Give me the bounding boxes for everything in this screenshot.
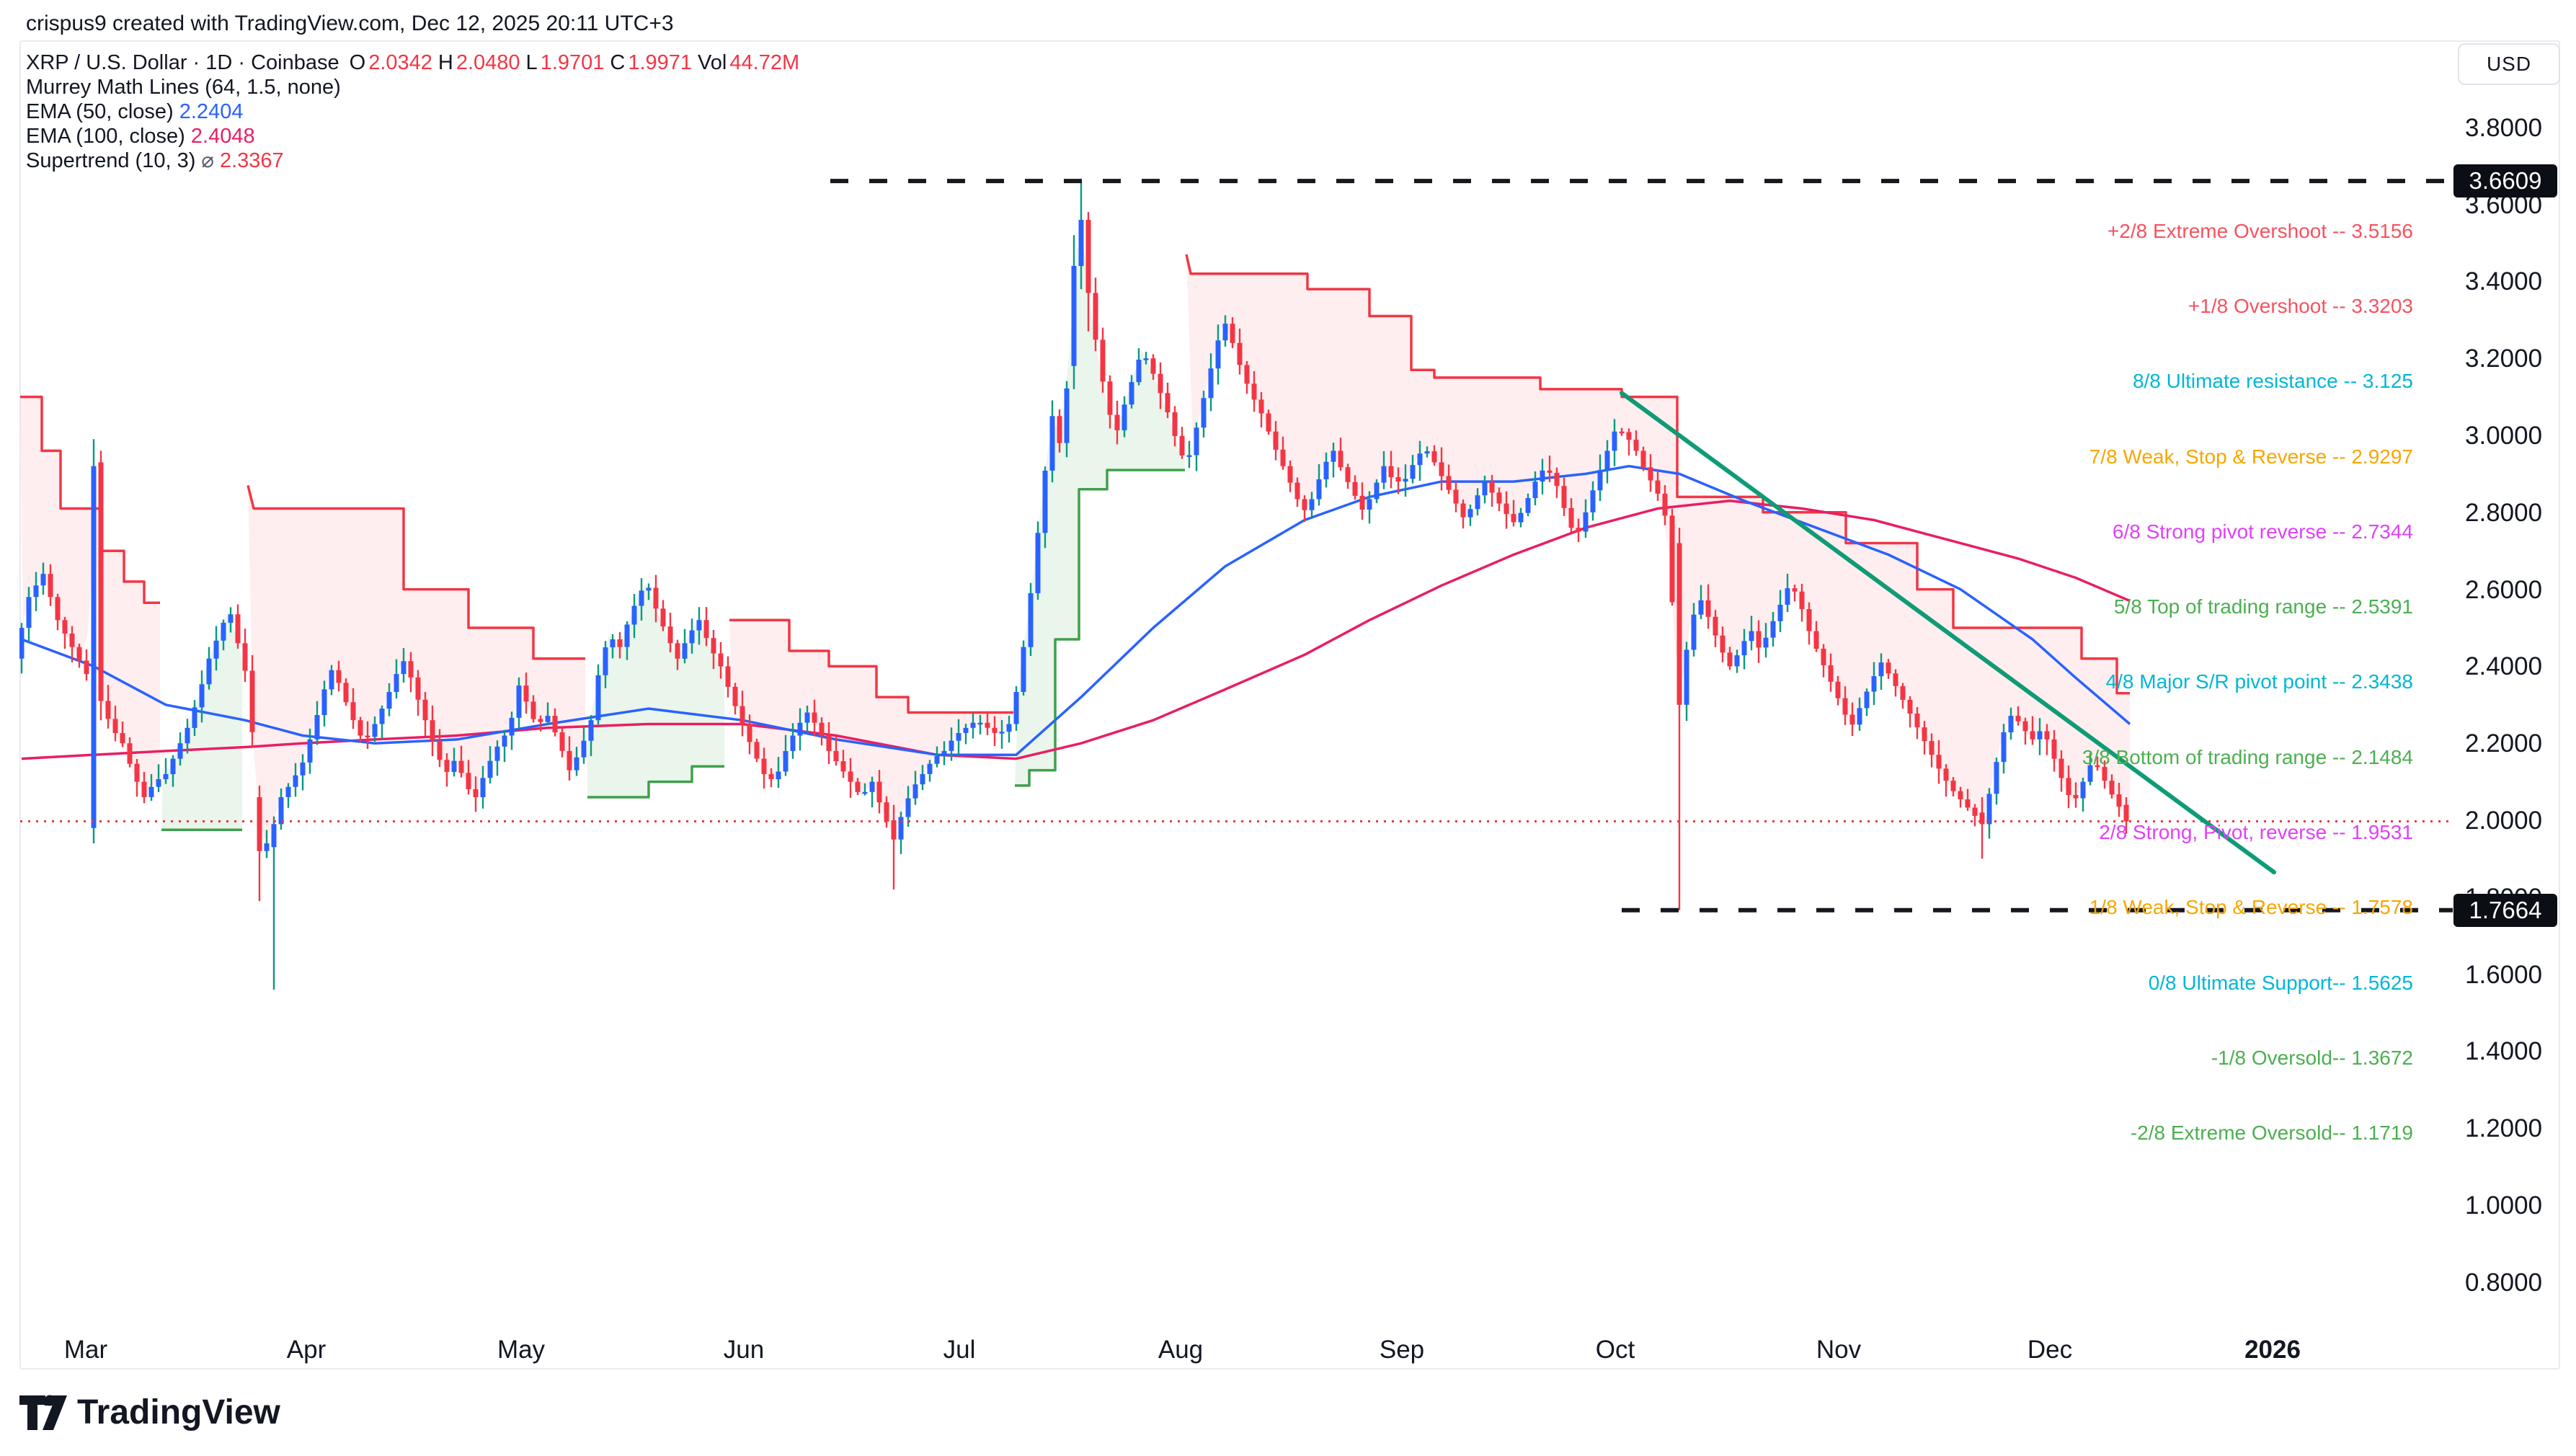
- supertrend-line-bear: [729, 618, 1013, 714]
- ohlc-item: O 2.0342: [349, 51, 432, 74]
- time-tick-label: Nov: [1816, 1336, 1862, 1364]
- time-tick-label: Jun: [723, 1336, 765, 1364]
- price-tick-label: 2.0000: [2465, 807, 2543, 835]
- price-tick-label: 1.4000: [2465, 1037, 2543, 1066]
- time-tick-label: Oct: [1595, 1336, 1635, 1364]
- indicator-name: Supertrend (10, 3): [26, 149, 196, 172]
- supertrend-line-bull: [1015, 469, 1185, 787]
- ohlc-item: L 1.9701: [525, 51, 605, 74]
- plot-layers: [19, 179, 2453, 990]
- symbol-title-row[interactable]: XRP / U.S. Dollar · 1D · Coinbase O 2.0342…: [26, 50, 805, 75]
- price-tick-label: 3.0000: [2465, 422, 2543, 450]
- time-tick-label: May: [497, 1336, 546, 1364]
- indicator-value: 2.3367: [219, 149, 284, 172]
- murrey-level-label: 6/8 Strong pivot reverse -- 2.7344: [2112, 520, 2413, 543]
- tradingview-logo-text: TradingView: [77, 1393, 280, 1431]
- time-tick-label: Mar: [63, 1336, 108, 1364]
- indicator-prefix-icon: ⌀: [201, 149, 214, 172]
- price-tick-label: 2.2000: [2465, 729, 2543, 758]
- currency-toggle-button[interactable]: USD: [2458, 43, 2560, 85]
- tradingview-logo[interactable]: TradingView: [19, 1393, 280, 1432]
- indicator-row[interactable]: Supertrend (10, 3) ⌀ 2.3367: [26, 148, 805, 173]
- supertrend-fill-bear: [729, 620, 1013, 833]
- murrey-level-label: 1/8 Weak, Stop & Reverse -- 1.7578: [2089, 896, 2413, 919]
- supertrend-fill-bull: [1015, 247, 1185, 786]
- price-tick-label: 1.2000: [2465, 1114, 2543, 1143]
- indicator-name: Murrey Math Lines (64, 1.5, none): [26, 76, 341, 99]
- murrey-level-label: 5/8 Top of trading range -- 2.5391: [2113, 595, 2413, 618]
- murrey-level-label: 0/8 Ultimate Support-- 1.5625: [2148, 971, 2413, 994]
- attribution-text: crispus9 created with TradingView.com, D…: [26, 12, 674, 35]
- price-tick-label: 1.6000: [2465, 960, 2543, 989]
- ohlc-item: C 1.9971: [610, 51, 693, 74]
- price-tick-label: 2.6000: [2465, 575, 2543, 604]
- price-tick-label: 1.0000: [2465, 1191, 2543, 1220]
- supertrend-line-bull: [587, 765, 724, 799]
- murrey-level-label: 3/8 Bottom of trading range -- 2.1484: [2082, 745, 2413, 768]
- time-tick-label: Sep: [1379, 1336, 1425, 1364]
- time-tick-label: Aug: [1158, 1336, 1204, 1364]
- trendline-drawing[interactable]: [1620, 391, 2276, 875]
- supertrend-fill-bear: [248, 485, 585, 840]
- indicator-row[interactable]: Murrey Math Lines (64, 1.5, none): [26, 75, 805, 99]
- indicator-row[interactable]: EMA (50, close) 2.2404: [26, 99, 805, 124]
- ohlc-item: H 2.0480: [438, 51, 520, 74]
- time-tick-label: Apr: [286, 1336, 327, 1364]
- murrey-level-label: +2/8 Extreme Overshoot -- 3.5156: [2107, 219, 2413, 242]
- candles: [19, 181, 2129, 990]
- ema50-line: [21, 464, 2131, 756]
- ohlc-item: Vol 44.72M: [698, 51, 800, 74]
- price-tick-label: 2.4000: [2465, 652, 2543, 681]
- murrey-level-label: -2/8 Extreme Oversold-- 1.1719: [2130, 1122, 2413, 1145]
- supertrend-fill-bear: [1186, 254, 2130, 820]
- time-tick-label: Dec: [2027, 1336, 2073, 1364]
- murrey-level-label: 2/8 Strong, Pivot, reverse -- 1.9531: [2099, 821, 2413, 844]
- indicator-name: EMA (100, close): [26, 125, 185, 148]
- indicator-value: 2.4048: [190, 125, 255, 148]
- chart-legend: XRP / U.S. Dollar · 1D · Coinbase O 2.0342…: [26, 50, 805, 173]
- price-tick-label: 3.2000: [2465, 345, 2543, 373]
- murrey-level-label: 8/8 Ultimate resistance -- 3.125: [2132, 370, 2413, 393]
- price-line-badge: 3.6609: [2453, 164, 2557, 198]
- murrey-level-label: 4/8 Major S/R pivot point -- 2.3438: [2105, 670, 2413, 693]
- murrey-level-label: -1/8 Oversold-- 1.3672: [2211, 1046, 2413, 1069]
- supertrend-fill-bear: [20, 396, 160, 796]
- price-tick-label: 3.8000: [2465, 113, 2543, 142]
- murrey-level-label: 7/8 Weak, Stop & Reverse -- 2.9297: [2089, 445, 2413, 468]
- price-line-badge: 1.7664: [2453, 893, 2557, 927]
- ohlc-values: O 2.0342 H 2.0480 L 1.9701 C 1.9971 Vol 44.72M: [350, 51, 805, 74]
- price-tick-label: 3.4000: [2465, 267, 2543, 296]
- supertrend-line-bear: [247, 484, 585, 660]
- price-tick-label: 0.8000: [2465, 1268, 2543, 1297]
- indicator-row[interactable]: EMA (100, close) 2.4048: [26, 124, 805, 148]
- price-tick-label: 2.8000: [2465, 498, 2543, 527]
- indicator-value: 2.2404: [179, 100, 244, 123]
- indicator-name: EMA (50, close): [26, 100, 174, 123]
- tradingview-logo-icon: [19, 1395, 67, 1430]
- supertrend-line-bear: [1185, 254, 2130, 695]
- time-tick-label: Jul: [943, 1336, 976, 1364]
- symbol-title: XRP / U.S. Dollar · 1D · Coinbase: [26, 51, 339, 74]
- murrey-level-label: +1/8 Overshoot -- 3.3203: [2188, 294, 2413, 317]
- time-tick-label: 2026: [2244, 1336, 2301, 1364]
